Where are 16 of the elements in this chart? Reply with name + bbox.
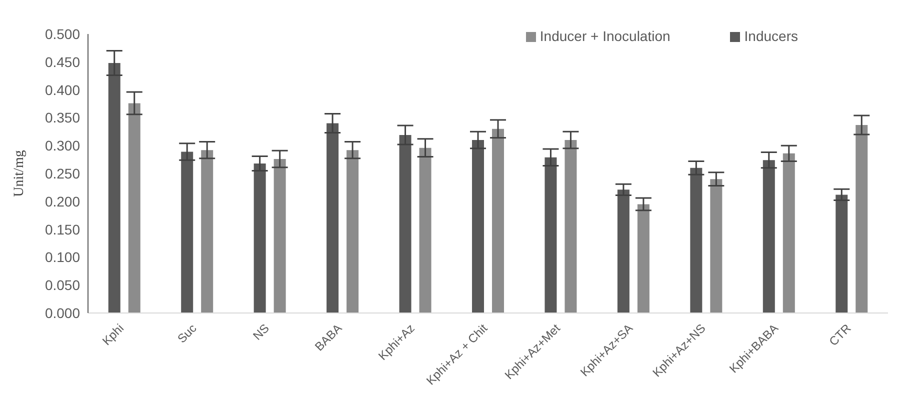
y-axis-title: Unit/mg (12, 150, 27, 197)
y-tick-label: 0.500 (44, 26, 80, 42)
y-tick-label: 0.450 (44, 54, 80, 70)
legend-label: Inducers (744, 28, 798, 44)
legend-label: Inducer + Inoculation (540, 28, 670, 44)
y-tick-label: 0.000 (44, 304, 80, 321)
y-tick-label: 0.250 (44, 165, 80, 182)
y-tick-label: 0.300 (44, 138, 80, 154)
y-tick-label: 0.050 (44, 277, 80, 294)
y-tick-label: 0.200 (44, 193, 80, 210)
x-tick-label: NS (250, 321, 272, 343)
y-tick-label: 0.150 (44, 221, 80, 238)
x-tick-label: Suc (174, 321, 200, 346)
y-tick-label: 0.400 (44, 82, 80, 98)
y-tick-label: 0.350 (44, 110, 80, 126)
y-tick-label: 0.100 (44, 249, 80, 266)
